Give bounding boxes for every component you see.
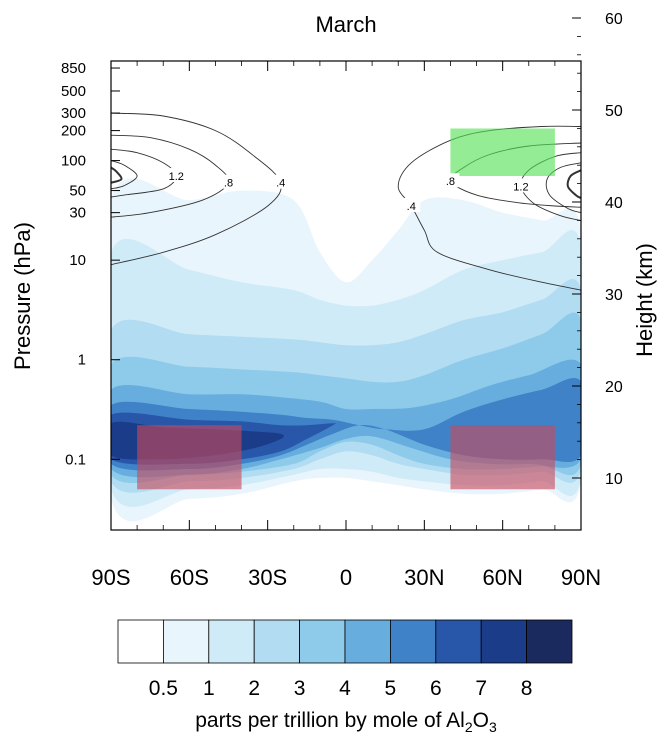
contour-label-bg <box>219 174 238 189</box>
highlight-boxes <box>137 128 555 490</box>
y-left-tick-label: 100 <box>61 153 86 170</box>
contour-label: 1.2 <box>169 171 184 183</box>
plot-area <box>111 61 581 530</box>
colorbar-level-label: 7 <box>475 677 487 700</box>
contour-label: .8 <box>446 176 455 188</box>
colorbar-level-label: 3 <box>294 677 306 700</box>
contour-line <box>545 162 581 214</box>
highlight-box-3 <box>450 128 555 177</box>
contour-line <box>111 166 123 184</box>
colorbar-level-label: 5 <box>385 677 397 700</box>
y-right-tick-label: 20 <box>605 379 623 396</box>
y-right-tick-label: 30 <box>605 287 623 304</box>
contour-label: 1.2 <box>513 181 528 193</box>
colorbar-level-label: 2 <box>248 677 260 700</box>
colorbar-swatch <box>299 619 346 664</box>
contour-line <box>111 134 230 218</box>
contour-label-bg <box>167 168 186 183</box>
contour-label: .4 <box>276 178 285 190</box>
contour-line <box>566 169 581 199</box>
colorbar-swatch <box>526 619 573 664</box>
contour-label-bg <box>271 174 290 189</box>
y-left-tick-label: 1 <box>78 352 86 369</box>
y-left-tick-label: 850 <box>61 60 86 77</box>
colorbar-label: parts per trillion by mole of Al2O3 <box>195 709 497 735</box>
colorbar-swatch <box>208 619 255 664</box>
contour-label-bg <box>441 173 460 188</box>
y-left-tick-label: 300 <box>61 105 86 122</box>
highlight-box-1 <box>137 425 242 490</box>
colorbar-swatch <box>389 619 437 664</box>
contour-label: .4 <box>407 201 416 213</box>
colorbar-level-label: 8 <box>521 677 533 700</box>
colorbar-swatch <box>435 619 482 664</box>
y-right-tick-label: 60 <box>605 11 623 28</box>
x-tick-label: 90S <box>91 565 130 590</box>
y-axis-label-left: Pressure (hPa) <box>10 222 35 370</box>
x-tick-label: 60S <box>170 565 209 590</box>
y-left-tick-label: 30 <box>69 205 86 222</box>
y-axis-label-right: Height (km) <box>632 243 657 357</box>
colorbar-swatch <box>117 619 164 664</box>
y-left-tick-label: 0.1 <box>65 451 86 468</box>
y-left-tick-label: 10 <box>69 252 86 269</box>
x-tick-label: 30S <box>248 565 287 590</box>
colorbar-swatch <box>253 619 300 664</box>
colorbar-label-sub2: 3 <box>489 719 497 735</box>
colorbar <box>117 619 573 664</box>
highlight-box-2 <box>450 425 555 490</box>
colorbar-swatch <box>480 619 528 664</box>
contour-label-bg <box>511 178 530 193</box>
contour-label-bg <box>402 197 421 212</box>
y-left-tick-label: 50 <box>69 183 86 200</box>
colorbar-label-sub1: 2 <box>465 719 473 735</box>
colorbar-level-label: 1 <box>203 677 215 700</box>
y-right-tick-label: 10 <box>605 471 623 488</box>
contour-line <box>111 160 138 190</box>
y-right-tick-label: 40 <box>605 195 623 212</box>
x-tick-label: 60N <box>482 565 522 590</box>
colorbar-label-mid: O <box>473 709 489 732</box>
chart-title: March <box>315 12 376 37</box>
colorbar-level-label: 6 <box>430 677 442 700</box>
contour-labels: .4 .8 1.2 .4 .8 1.2 <box>167 168 530 213</box>
x-tick-label: 0 <box>340 565 352 590</box>
y-left-tick-label: 500 <box>61 83 86 100</box>
colorbar-labels: 0.5 1 2 3 4 5 6 7 8 <box>149 677 533 700</box>
y-left-tick-label: 200 <box>61 123 86 140</box>
contour-label: .8 <box>224 178 233 190</box>
colorbar-label-main: parts per trillion by mole of Al <box>195 709 465 732</box>
colorbar-swatch <box>344 619 391 664</box>
colorbar-level-label: 0.5 <box>149 677 178 700</box>
x-tick-label: 30N <box>404 565 444 590</box>
y-right-tick-label: 50 <box>605 103 623 120</box>
colorbar-level-label: 4 <box>339 677 351 700</box>
colorbar-swatch <box>162 619 210 664</box>
x-tick-label: 90N <box>561 565 601 590</box>
